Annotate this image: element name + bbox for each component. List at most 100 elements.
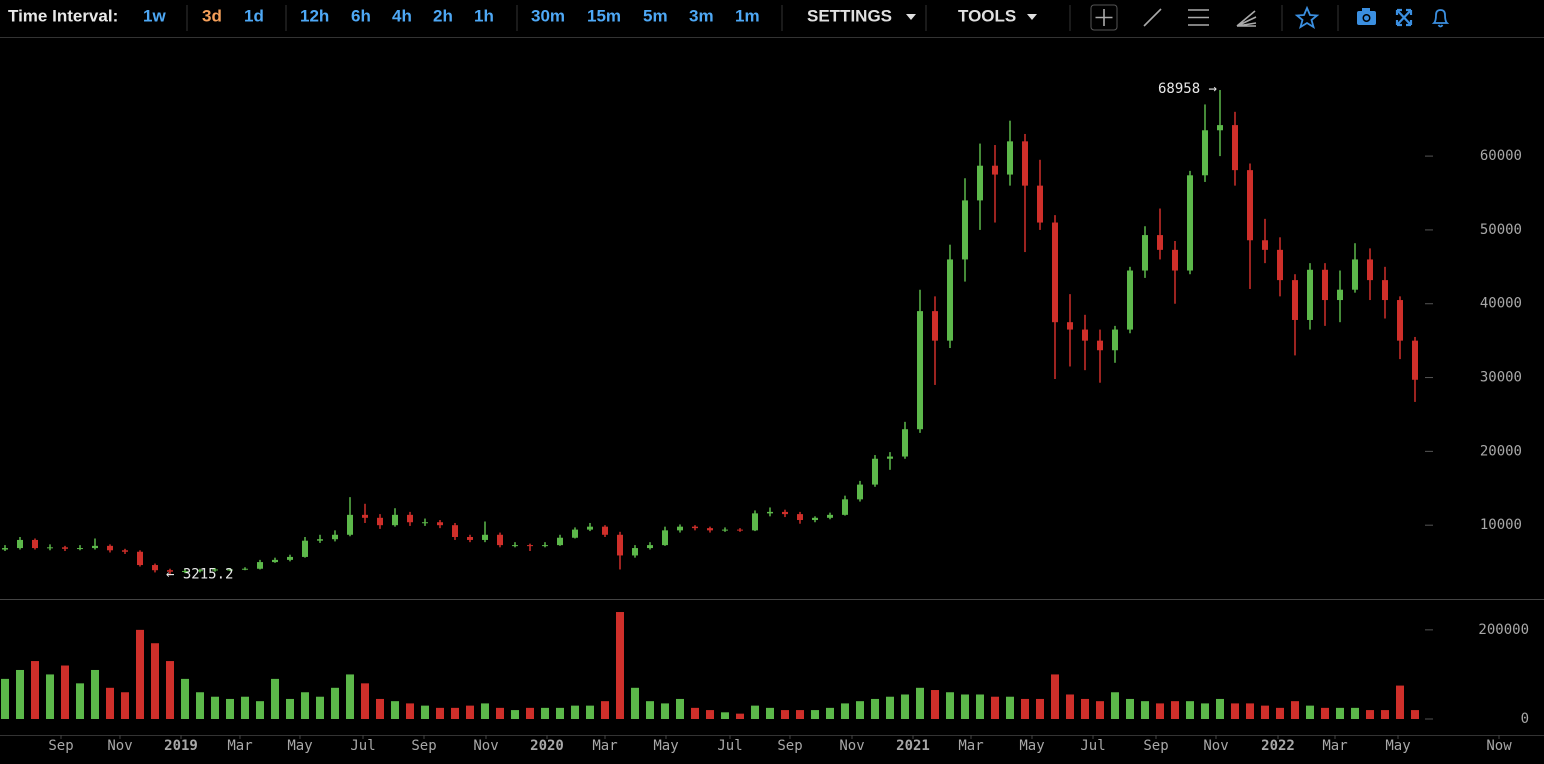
- interval-label: Time Interval:: [8, 6, 118, 25]
- bell-icon[interactable]: [1431, 9, 1450, 28]
- candle-body: [2, 548, 8, 550]
- volume-bar: [76, 683, 84, 719]
- candle-body: [212, 569, 218, 571]
- volume-bar: [1111, 692, 1119, 719]
- candle-body: [557, 537, 563, 546]
- x-tick-label: May: [653, 738, 678, 754]
- volume-bar: [661, 703, 669, 719]
- candle-body: [1247, 170, 1253, 241]
- interval-button[interactable]: 3m: [689, 6, 714, 25]
- candle-body: [347, 514, 353, 535]
- candle-body: [467, 536, 473, 540]
- volume-bar: [466, 705, 474, 719]
- candle-body: [782, 511, 788, 515]
- settings-menu[interactable]: SETTINGS: [807, 6, 892, 25]
- volume-bar: [631, 687, 639, 719]
- volume-bar: [256, 701, 264, 719]
- volume-bar: [811, 710, 819, 719]
- x-tick-label: Jul: [717, 738, 742, 754]
- volume-bar: [46, 674, 54, 719]
- volume-bar: [1306, 705, 1314, 719]
- volume-bar: [451, 707, 459, 719]
- interval-button[interactable]: 1w: [143, 6, 166, 25]
- volume-bar: [781, 710, 789, 719]
- candle-body: [992, 165, 998, 175]
- y-tick-label: 20000: [1480, 443, 1522, 459]
- volume-bar: [391, 701, 399, 719]
- volume-bar: [16, 669, 24, 719]
- volume-bars: [1, 612, 1419, 719]
- volume-bar: [511, 710, 519, 719]
- x-tick-label: Mar: [1322, 738, 1347, 754]
- volume-bar: [676, 698, 684, 719]
- candle-body: [962, 200, 968, 260]
- interval-button[interactable]: 6h: [351, 6, 371, 25]
- candle-body: [1082, 329, 1088, 341]
- line-tool[interactable]: [1143, 8, 1162, 27]
- candle-body: [167, 570, 173, 572]
- interval-button[interactable]: 1d: [244, 6, 264, 25]
- candle-body: [1382, 280, 1388, 301]
- candle-body: [47, 547, 53, 549]
- volume-bar: [736, 713, 744, 719]
- volume-bar: [166, 661, 174, 719]
- candle-body: [1037, 185, 1043, 223]
- volume-bar: [571, 705, 579, 719]
- interval-button[interactable]: 4h: [392, 6, 412, 25]
- hline-tool[interactable]: [1188, 9, 1209, 26]
- candle-body: [677, 526, 683, 531]
- volume-bar: [406, 703, 414, 719]
- interval-button[interactable]: 2h: [433, 6, 453, 25]
- candle-body: [572, 529, 578, 538]
- volume-bar: [1351, 707, 1359, 719]
- candle-body: [62, 547, 68, 549]
- volume-bar: [556, 707, 564, 719]
- candle-body: [722, 529, 728, 531]
- candle-body: [1127, 270, 1133, 330]
- candle-body: [1232, 125, 1238, 171]
- candle-body: [587, 526, 593, 530]
- volume-bar: [886, 696, 894, 719]
- volume-bar: [706, 710, 714, 719]
- interval-button[interactable]: 12h: [300, 6, 329, 25]
- interval-button[interactable]: 5m: [643, 6, 668, 25]
- candle-body: [812, 517, 818, 521]
- x-tick-label: Nov: [1203, 738, 1228, 754]
- fan-tool[interactable]: [1236, 10, 1257, 27]
- tools-menu[interactable]: TOOLS: [958, 6, 1016, 25]
- plus-tool[interactable]: [1090, 4, 1118, 31]
- volume-bar: [361, 683, 369, 719]
- camera-icon[interactable]: [1357, 8, 1376, 25]
- candle-body: [692, 526, 698, 529]
- volume-bar: [751, 705, 759, 719]
- volume-bar: [1096, 701, 1104, 719]
- interval-button[interactable]: 1h: [474, 6, 494, 25]
- x-tick-label: May: [1385, 738, 1410, 754]
- volume-bar: [481, 703, 489, 719]
- candle-body: [152, 565, 158, 571]
- candle-body: [32, 539, 38, 549]
- star-icon[interactable]: [1294, 5, 1320, 29]
- volume-bar: [991, 696, 999, 719]
- volume-bar: [1021, 698, 1029, 719]
- volume-bar: [691, 707, 699, 719]
- volume-bar: [1186, 701, 1194, 719]
- candle-body: [647, 545, 653, 549]
- volume-bar: [1381, 710, 1389, 719]
- volume-bar: [1261, 705, 1269, 719]
- candle-body: [1217, 125, 1223, 131]
- candle-body: [947, 259, 953, 341]
- volume-bar: [1231, 703, 1239, 719]
- interval-button[interactable]: 1m: [735, 6, 760, 25]
- interval-button[interactable]: 30m: [531, 6, 565, 25]
- candle-body: [137, 551, 143, 566]
- candle-body: [842, 499, 848, 515]
- interval-button[interactable]: 3d: [202, 6, 222, 25]
- volume-bar: [826, 707, 834, 719]
- candle-body: [542, 545, 548, 547]
- candle-body: [1397, 300, 1403, 341]
- interval-button[interactable]: 15m: [587, 6, 621, 25]
- fullscreen-icon[interactable]: [1395, 8, 1413, 27]
